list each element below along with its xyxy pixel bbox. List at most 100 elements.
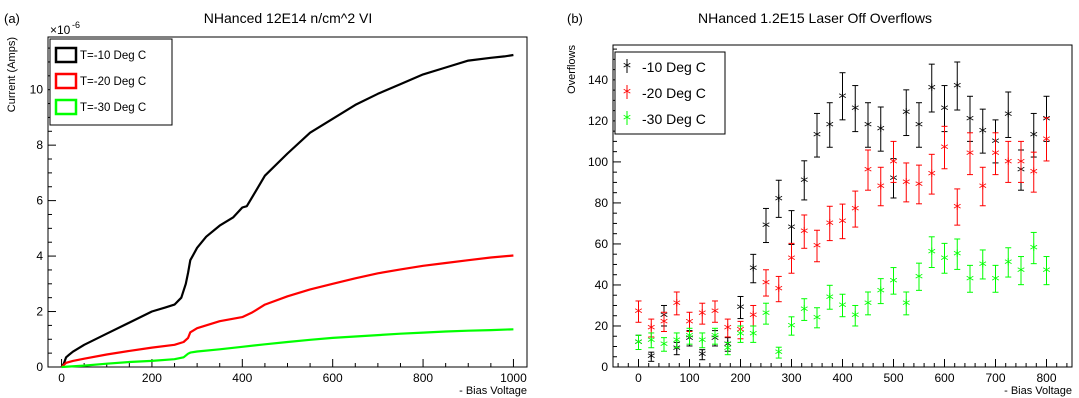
- panel-label: (a): [4, 11, 20, 26]
- x-tick-label: 200: [730, 371, 750, 385]
- data-point: *: [673, 295, 681, 314]
- x-tick-label: 500: [883, 371, 903, 385]
- data-point: *: [762, 275, 770, 294]
- x-tick-label: 400: [832, 371, 852, 385]
- data-point: *: [902, 295, 910, 314]
- data-point: *: [749, 326, 757, 345]
- y-axis-exponent: ×10: [50, 23, 71, 37]
- data-point: *: [749, 308, 757, 327]
- y-axis-label: Overflows: [566, 45, 578, 94]
- data-point: *: [788, 250, 796, 269]
- data-point: *: [762, 217, 770, 236]
- data-point: *: [826, 289, 834, 308]
- y-tick-label: 4: [36, 249, 43, 263]
- data-point: *: [737, 300, 745, 319]
- legend-label: -20 Deg C: [642, 85, 706, 101]
- data-point: *: [928, 166, 936, 185]
- data-point: *: [686, 314, 694, 333]
- chart-title: NHanced 1.2E15 Laser Off Overflows: [698, 10, 932, 26]
- data-point: *: [851, 201, 859, 220]
- legend-label: -10 Deg C: [642, 59, 706, 75]
- y-tick-label: 60: [595, 237, 609, 251]
- data-point: *: [941, 101, 949, 120]
- data-point: *: [915, 176, 923, 195]
- data-point: *: [992, 271, 1000, 290]
- data-point: *: [762, 306, 770, 325]
- data-point: *: [673, 332, 681, 351]
- data-point: *: [890, 154, 898, 173]
- x-tick-label: 300: [781, 371, 801, 385]
- data-point: *: [660, 336, 668, 355]
- data-point: *: [953, 246, 961, 265]
- data-point: *: [979, 123, 987, 142]
- data-point: *: [966, 111, 974, 130]
- data-point: *: [839, 88, 847, 107]
- x-tick-label: 0: [58, 371, 65, 385]
- data-point: *: [788, 220, 796, 239]
- x-tick-label: 1000: [500, 371, 527, 385]
- data-point: *: [813, 127, 821, 146]
- data-point: *: [1030, 127, 1038, 146]
- data-point: *: [800, 172, 808, 191]
- data-point: *: [813, 238, 821, 257]
- legend-label: T=-20 Deg C: [80, 76, 146, 88]
- data-point: *: [979, 256, 987, 275]
- data-point: *: [890, 273, 898, 292]
- data-point: *: [877, 283, 885, 302]
- x-axis-label: - Bias Voltage: [459, 385, 527, 397]
- y-tick-label: 80: [595, 196, 609, 210]
- data-point: *: [928, 80, 936, 99]
- y-tick-label: 2: [36, 305, 43, 319]
- legend-label: -30 Deg C: [642, 111, 706, 127]
- y-tick-label: 140: [588, 73, 608, 87]
- data-point: *: [1030, 240, 1038, 259]
- data-point: *: [992, 146, 1000, 165]
- x-tick-label: 0: [635, 371, 642, 385]
- data-point: *: [839, 213, 847, 232]
- data-point: *: [902, 174, 910, 193]
- data-point: *: [979, 179, 987, 198]
- data-point: *: [749, 261, 757, 280]
- x-tick-label: 800: [1036, 371, 1056, 385]
- data-point: *: [737, 326, 745, 345]
- data-point: *: [864, 295, 872, 314]
- legend-label: T=-30 Deg C: [80, 102, 146, 114]
- data-point: *: [775, 191, 783, 210]
- y-axis-label: Current (Amps): [6, 37, 18, 112]
- y-tick-label: 6: [36, 194, 43, 208]
- data-point: *: [851, 308, 859, 327]
- data-point: *: [826, 117, 834, 136]
- data-point: *: [1004, 107, 1012, 126]
- data-point: *: [864, 162, 872, 181]
- data-point: *: [915, 117, 923, 136]
- data-point: *: [647, 349, 655, 368]
- data-point: *: [839, 297, 847, 316]
- y-tick-label: 0: [601, 360, 608, 374]
- legend-label: T=-10 Deg C: [80, 50, 146, 62]
- data-point: *: [660, 314, 668, 333]
- data-point: *: [953, 78, 961, 97]
- data-point: *: [864, 117, 872, 136]
- x-tick-label: 400: [232, 371, 252, 385]
- data-point: *: [724, 320, 732, 339]
- data-point: *: [941, 140, 949, 159]
- data-point: *: [1017, 154, 1025, 173]
- x-tick-label: 600: [934, 371, 954, 385]
- data-point: *: [953, 199, 961, 218]
- data-point: *: [851, 101, 859, 120]
- x-tick-label: 600: [323, 371, 343, 385]
- legend-swatch: [54, 72, 78, 90]
- data-point: *: [711, 304, 719, 323]
- data-point: *: [635, 304, 643, 323]
- y-tick-label: 40: [595, 278, 609, 292]
- data-point: *: [928, 244, 936, 263]
- data-point: *: [826, 215, 834, 234]
- y-axis-exponent-power: -6: [72, 20, 80, 30]
- series-line: [60, 254, 514, 368]
- data-point: *: [724, 341, 732, 360]
- data-point: *: [686, 328, 694, 347]
- legend-box: [49, 38, 173, 126]
- data-point: *: [1017, 263, 1025, 282]
- x-tick-label: 700: [985, 371, 1005, 385]
